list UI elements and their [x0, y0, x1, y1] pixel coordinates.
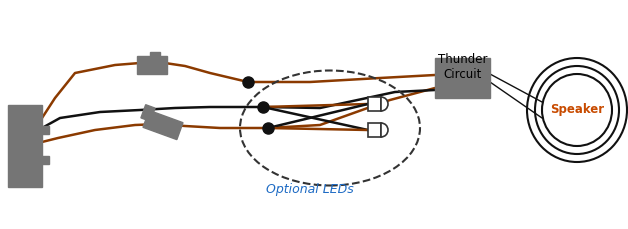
- Text: Optional LEDs: Optional LEDs: [266, 183, 354, 196]
- Bar: [137, 56, 167, 74]
- Wedge shape: [381, 123, 388, 137]
- Bar: [435, 58, 490, 98]
- Polygon shape: [141, 105, 155, 121]
- Text: Speaker: Speaker: [550, 104, 604, 117]
- Polygon shape: [143, 110, 183, 140]
- Text: Thunder
Circuit: Thunder Circuit: [438, 53, 487, 81]
- Bar: [42, 156, 49, 164]
- Bar: [150, 52, 160, 63]
- Bar: [8, 105, 42, 187]
- Bar: [42, 126, 49, 134]
- Wedge shape: [381, 97, 388, 111]
- Bar: [368, 97, 381, 111]
- Bar: [368, 123, 381, 137]
